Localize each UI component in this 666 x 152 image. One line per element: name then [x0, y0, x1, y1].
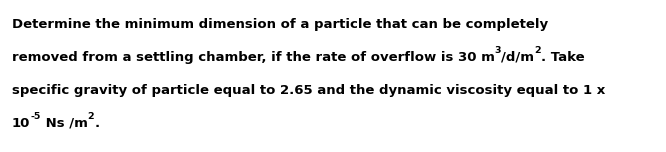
Text: .: . — [95, 117, 99, 130]
Text: removed from a settling chamber, if the rate of overflow is 30 m: removed from a settling chamber, if the … — [12, 51, 495, 64]
Text: 3: 3 — [495, 46, 501, 55]
Text: Ns /m: Ns /m — [41, 117, 88, 130]
Text: specific gravity of particle equal to 2.65 and the dynamic viscosity equal to 1 : specific gravity of particle equal to 2.… — [12, 84, 605, 97]
Text: -5: -5 — [31, 112, 41, 121]
Text: . Take: . Take — [541, 51, 585, 64]
Text: /d/m: /d/m — [501, 51, 534, 64]
Text: 10: 10 — [12, 117, 31, 130]
Text: 2: 2 — [88, 112, 95, 121]
Text: 2: 2 — [534, 46, 541, 55]
Text: Determine the minimum dimension of a particle that can be completely: Determine the minimum dimension of a par… — [12, 18, 548, 31]
